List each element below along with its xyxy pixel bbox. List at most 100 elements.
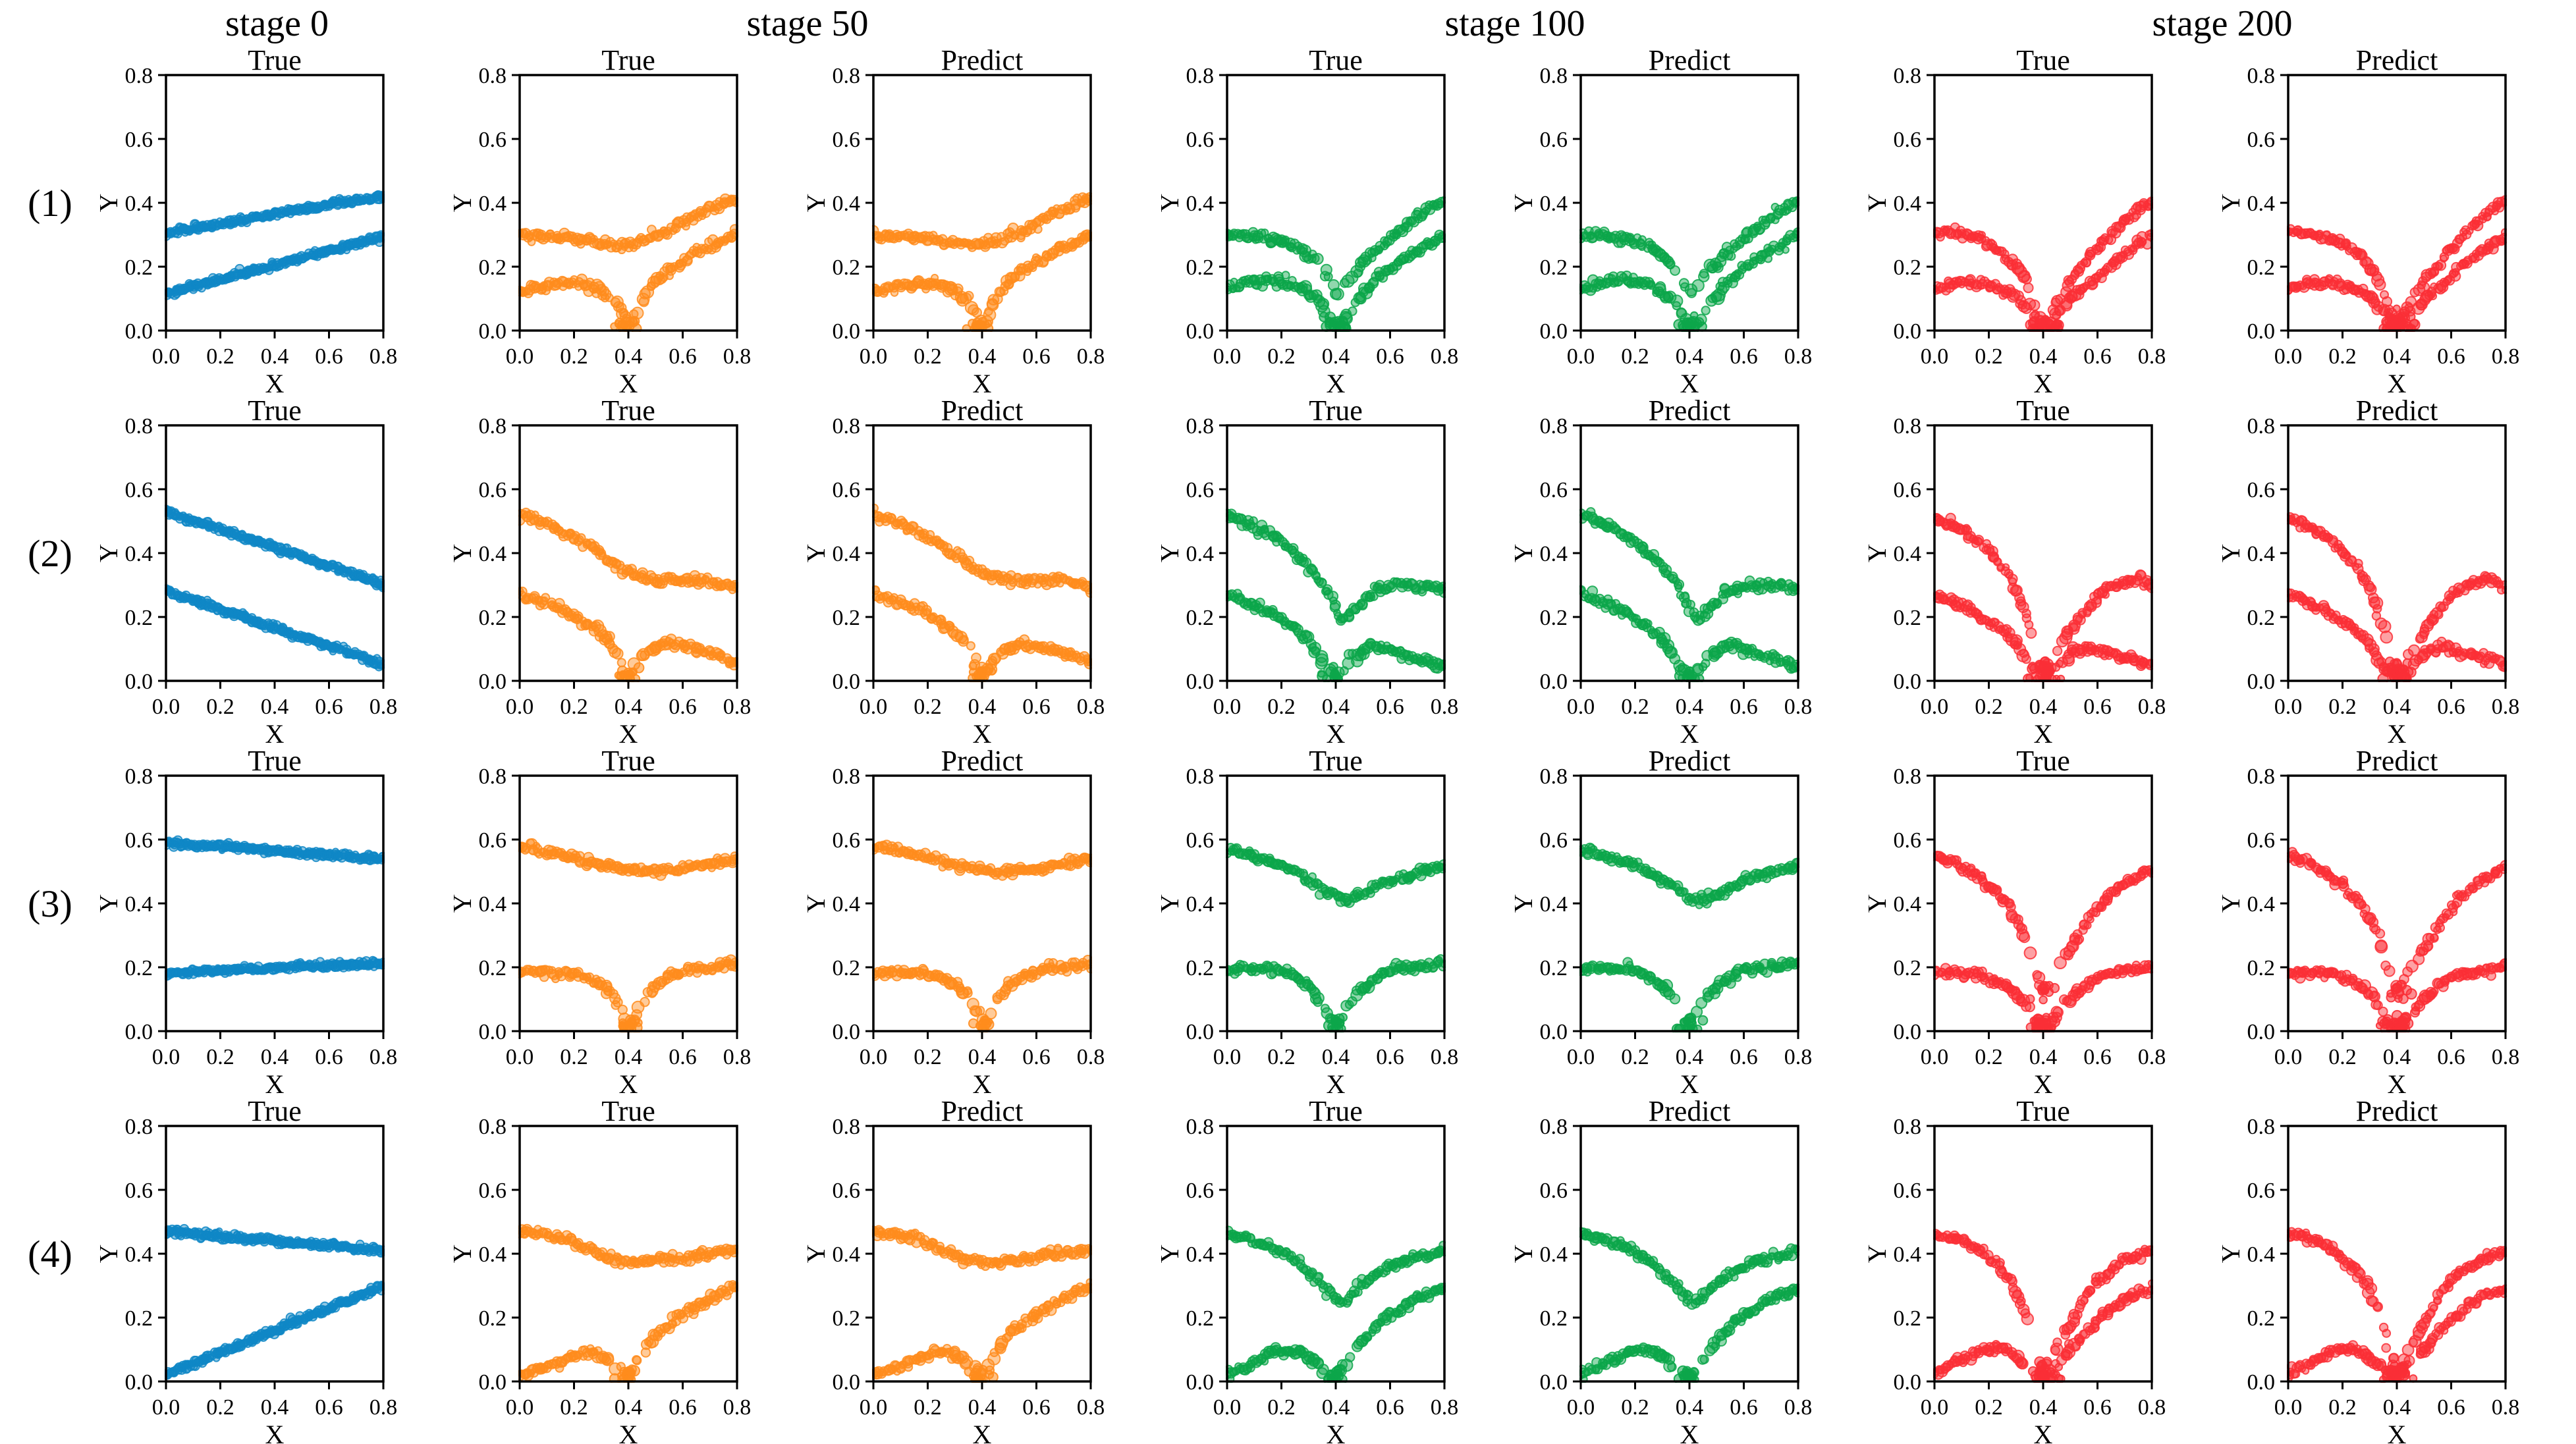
x-tick-label: 0.4 <box>615 344 643 369</box>
subplot-row3-stage100-true: True 0.0 0.2 0.4 0.6 0.8 0.0 0.2 0.4 0.6 0.8 X Y <box>1155 744 1515 1099</box>
y-tick-label: 0.8 <box>2247 414 2276 439</box>
y-axis-label: Y <box>808 544 831 563</box>
subplot-row1-stage50-true: True 0.0 0.2 0.4 0.6 0.8 0.0 0.2 0.4 0.6 0.8 X Y <box>447 43 808 398</box>
x-axis-label: X <box>2388 1069 2407 1094</box>
subplot-row1-stage50-predict: Predict 0.0 0.2 0.4 0.6 0.8 0.0 0.2 0.4 0.6 0.8 X Y <box>801 43 1161 398</box>
x-tick-label: 0.6 <box>1376 695 1404 719</box>
x-tick-label: 0.4 <box>615 695 643 719</box>
x-tick-label: 0.4 <box>261 695 289 719</box>
y-tick-label: 0.0 <box>125 1370 153 1395</box>
x-tick-label: 0.8 <box>2138 695 2166 719</box>
x-tick-label: 0.0 <box>506 1045 534 1069</box>
x-tick-label: 0.8 <box>2492 695 2520 719</box>
x-tick-label: 0.8 <box>370 695 398 719</box>
y-tick-label: 0.8 <box>1186 764 1215 789</box>
plot-canvas: True 0.0 0.2 0.4 0.6 0.8 0.0 0.2 0.4 0.6 0.8 X Y <box>94 1095 397 1444</box>
y-tick-label: 0.6 <box>1540 478 1568 502</box>
x-tick-label: 0.6 <box>1730 344 1758 369</box>
subplot-row2-stage50-true: True 0.0 0.2 0.4 0.6 0.8 0.0 0.2 0.4 0.6 0.8 X Y <box>447 394 808 749</box>
y-tick-label: 0.8 <box>1894 64 1922 88</box>
x-tick-label: 0.8 <box>1784 344 1813 369</box>
scatter-points <box>2287 1227 2507 1383</box>
x-axis-label: X <box>2034 1069 2053 1094</box>
plot-canvas: True 0.0 0.2 0.4 0.6 0.8 0.0 0.2 0.4 0.6 0.8 X Y <box>1155 394 1458 749</box>
x-tick-label: 0.0 <box>506 695 534 719</box>
x-tick-label: 0.2 <box>560 344 588 369</box>
scatter-points <box>165 504 385 672</box>
plot-canvas: True 0.0 0.2 0.4 0.6 0.8 0.0 0.2 0.4 0.6 0.8 X Y <box>447 1095 752 1444</box>
x-tick-label: 0.8 <box>2138 1395 2166 1420</box>
x-tick-label: 0.4 <box>2029 1045 2058 1069</box>
y-tick-label: 0.2 <box>1540 956 1568 980</box>
x-axis-label: X <box>265 369 285 394</box>
y-tick-label: 0.4 <box>479 1243 507 1267</box>
y-tick-label: 0.6 <box>1894 478 1922 502</box>
y-tick-label: 0.8 <box>1894 414 1922 439</box>
plot-canvas: True 0.0 0.2 0.4 0.6 0.8 0.0 0.2 0.4 0.6 0.8 X Y <box>94 44 397 398</box>
x-tick-label: 0.2 <box>2328 344 2357 369</box>
x-axis-label: X <box>973 719 992 744</box>
x-tick-label: 0.6 <box>315 1395 343 1420</box>
x-tick-label: 0.4 <box>2383 695 2411 719</box>
y-tick-label: 0.4 <box>2247 542 2276 566</box>
y-tick-label: 0.0 <box>2247 319 2276 344</box>
y-tick-label: 0.2 <box>125 1306 153 1331</box>
y-tick-label: 0.4 <box>833 192 861 216</box>
y-tick-label: 0.0 <box>2247 670 2276 694</box>
y-tick-label: 0.2 <box>833 956 861 980</box>
x-tick-label: 0.4 <box>261 1045 289 1069</box>
scatter-points <box>2287 195 2507 332</box>
scatter-points <box>1226 843 1446 1032</box>
y-tick-label: 0.6 <box>1186 128 1215 152</box>
x-tick-label: 0.6 <box>669 344 697 369</box>
y-tick-label: 0.0 <box>2247 1370 2276 1395</box>
y-axis-label: Y <box>1161 1244 1184 1264</box>
x-tick-label: 0.8 <box>1431 1395 1459 1420</box>
row-label-3: (3) <box>28 882 72 925</box>
x-tick-label: 0.4 <box>1322 1395 1350 1420</box>
x-axis-label: X <box>973 1069 992 1094</box>
x-tick-label: 0.8 <box>2492 344 2520 369</box>
y-tick-label: 0.4 <box>1186 192 1215 216</box>
y-tick-label: 0.4 <box>2247 192 2276 216</box>
plot-canvas: Predict 0.0 0.2 0.4 0.6 0.8 0.0 0.2 0.4 0.6 0.8 X Y <box>1508 745 1812 1099</box>
x-tick-label: 0.8 <box>2138 1045 2166 1069</box>
scatter-points <box>518 1223 738 1383</box>
plot-canvas: Predict 0.0 0.2 0.4 0.6 0.8 0.0 0.2 0.4 0.6 0.8 X Y <box>1508 44 1813 398</box>
x-axis-label: X <box>1680 1420 1699 1444</box>
subplot-title: Predict <box>2356 44 2438 76</box>
y-tick-label: 0.6 <box>125 478 153 502</box>
subplot-title: True <box>1309 394 1363 427</box>
plot-canvas: Predict 0.0 0.2 0.4 0.6 0.8 0.0 0.2 0.4 0.6 0.8 X Y <box>2216 394 2520 749</box>
y-tick-label: 0.4 <box>479 192 507 216</box>
x-tick-label: 0.6 <box>2083 1045 2112 1069</box>
y-axis-label: Y <box>1515 1244 1538 1264</box>
plot-canvas: Predict 0.0 0.2 0.4 0.6 0.8 0.0 0.2 0.4 0.6 0.8 X Y <box>2216 44 2520 398</box>
x-tick-label: 0.6 <box>1376 344 1404 369</box>
plot-canvas: Predict 0.0 0.2 0.4 0.6 0.8 0.0 0.2 0.4 0.6 0.8 X Y <box>1508 1095 1812 1444</box>
x-tick-label: 0.0 <box>860 1395 888 1420</box>
y-tick-label: 0.2 <box>1186 255 1215 280</box>
x-tick-label: 0.8 <box>1077 344 1105 369</box>
y-tick-label: 0.0 <box>833 1370 861 1395</box>
x-tick-label: 0.6 <box>669 1395 697 1420</box>
x-axis-label: X <box>265 1420 285 1444</box>
x-axis-label: X <box>1680 719 1699 744</box>
x-tick-label: 0.0 <box>152 695 180 719</box>
y-tick-label: 0.0 <box>1186 1020 1215 1044</box>
x-axis-label: X <box>973 369 992 394</box>
x-tick-label: 0.8 <box>723 1395 752 1420</box>
subplot-title: True <box>248 1095 302 1127</box>
plot-canvas: True 0.0 0.2 0.4 0.6 0.8 0.0 0.2 0.4 0.6 0.8 X Y <box>1155 44 1458 398</box>
y-axis-label: Y <box>100 544 123 563</box>
y-tick-label: 0.2 <box>125 255 153 280</box>
y-tick-label: 0.8 <box>125 1115 153 1139</box>
x-tick-label: 0.0 <box>152 344 180 369</box>
plot-canvas: True 0.0 0.2 0.4 0.6 0.8 0.0 0.2 0.4 0.6 0.8 X Y <box>447 44 751 398</box>
subplot-row2-stage50-predict: Predict 0.0 0.2 0.4 0.6 0.8 0.0 0.2 0.4 0.6 0.8 X Y <box>801 394 1161 749</box>
scatter-points <box>518 838 738 1032</box>
y-tick-label: 0.6 <box>479 128 507 152</box>
scatter-points <box>1226 1225 1446 1383</box>
x-tick-label: 0.8 <box>723 1045 752 1069</box>
x-tick-label: 0.4 <box>1676 344 1704 369</box>
